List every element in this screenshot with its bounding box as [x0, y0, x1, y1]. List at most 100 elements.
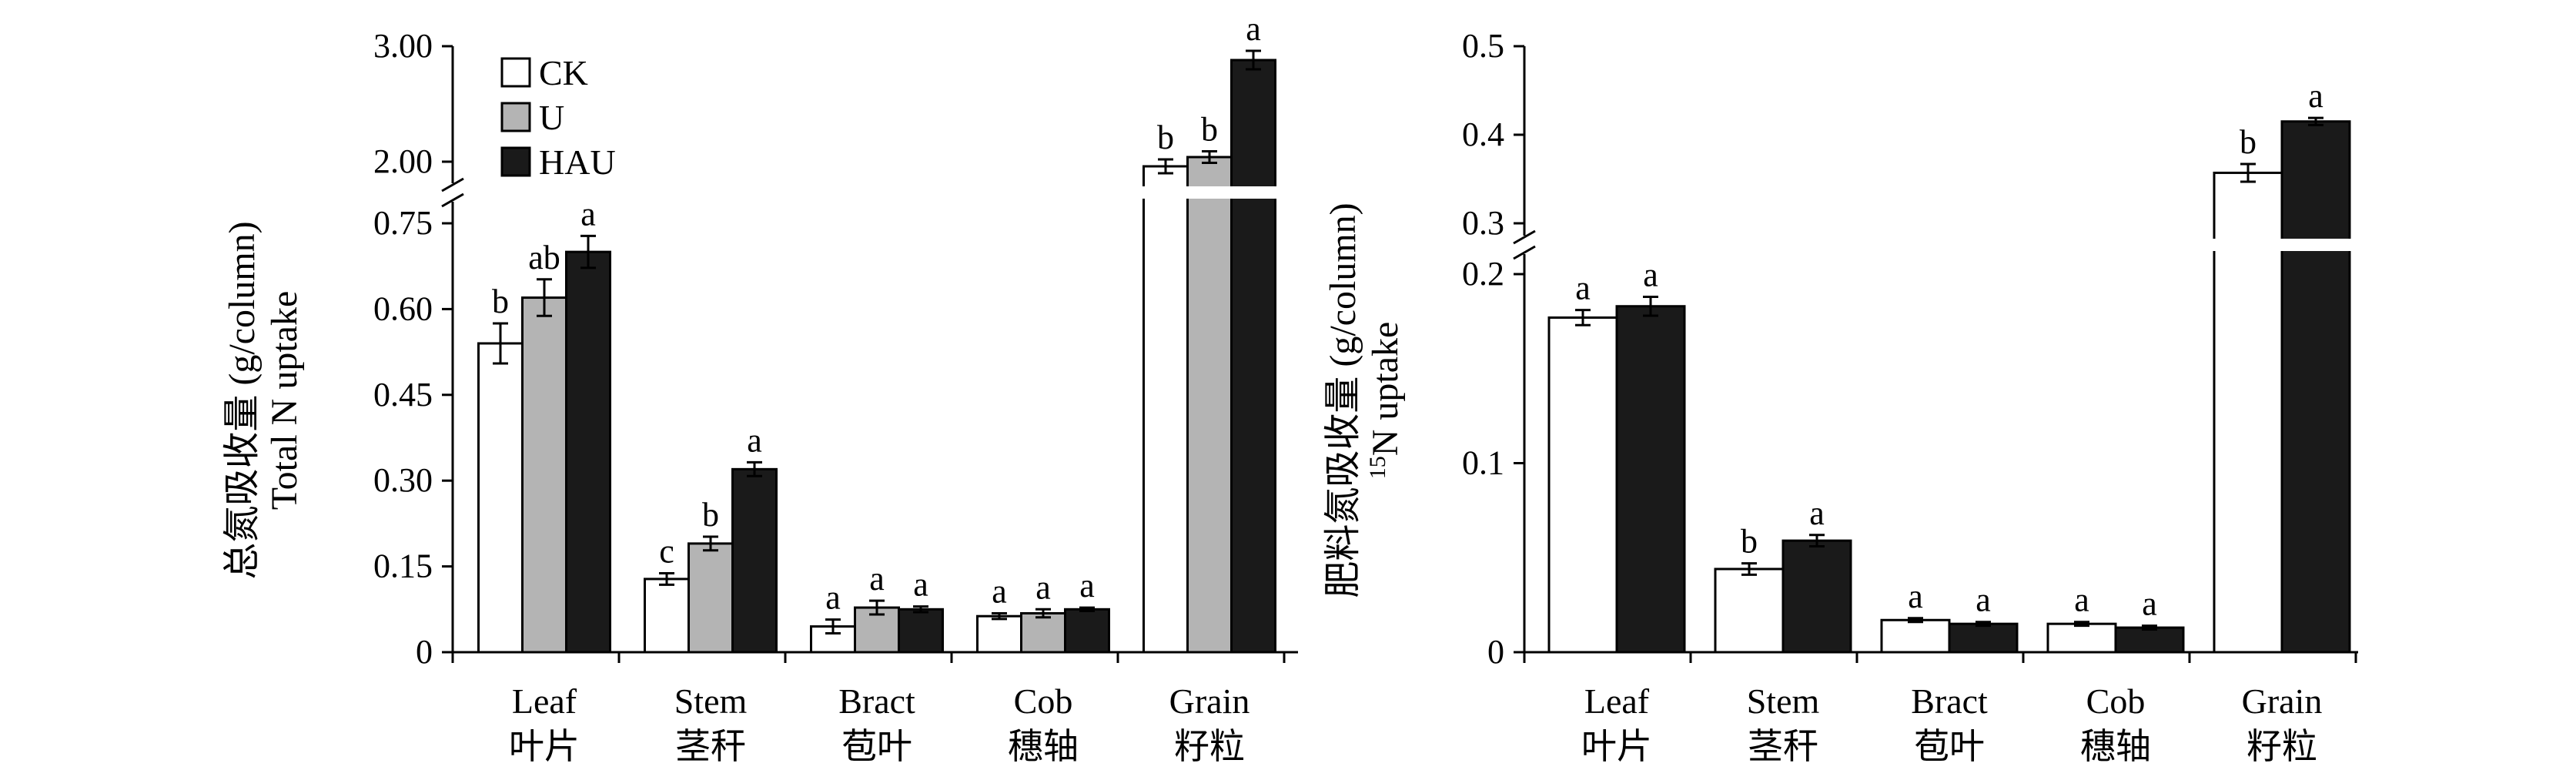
- bar-u: [1186, 156, 1233, 654]
- significance-letter: a: [1575, 270, 1591, 307]
- legend-swatch: [500, 57, 531, 88]
- y-tick-label: 0.3: [1462, 204, 1504, 242]
- bar-hau: [1615, 305, 1686, 654]
- y-tick-label: 0.30: [373, 461, 433, 499]
- bar-hau: [2114, 626, 2185, 654]
- significance-letter: a: [1246, 10, 1261, 48]
- significance-letter: b: [1201, 111, 1218, 149]
- y-tick-label: 0.2: [1462, 255, 1504, 293]
- bar-hau: [565, 250, 611, 654]
- significance-letter: c: [659, 533, 674, 571]
- significance-letter: a: [1809, 494, 1825, 532]
- y-axis-label-superscript: 15: [1365, 456, 1390, 479]
- y-axis-label-en: Total N uptake: [264, 291, 305, 511]
- significance-letter: a: [747, 421, 762, 459]
- significance-letter: a: [1079, 567, 1095, 604]
- bar-hau: [898, 608, 944, 654]
- significance-letter: a: [869, 560, 885, 598]
- significance-letter: b: [1157, 119, 1174, 156]
- significance-letter: a: [992, 572, 1007, 610]
- y-tick-label: 0: [1487, 633, 1504, 671]
- legend-label: U: [539, 98, 564, 137]
- legend-swatch: [500, 102, 531, 132]
- x-tick-label: Cob: [2086, 681, 2146, 721]
- bar-ck: [644, 578, 690, 654]
- x-tick-label: Bract: [838, 681, 915, 721]
- significance-letter: a: [825, 579, 841, 617]
- significance-letter: a: [2308, 77, 2323, 115]
- y-tick-label: 0.1: [1462, 444, 1504, 482]
- x-tick-label-cn: 苞叶: [841, 727, 912, 766]
- bar-break-gap: [1140, 186, 1279, 199]
- y-axis-label: 肥料氮吸收量 (g/column): [1323, 203, 1363, 598]
- y-tick-label: 0: [416, 633, 433, 671]
- bar-hau: [1948, 622, 2019, 654]
- significance-letter: b: [2240, 123, 2257, 161]
- x-tick-label-cn: 穗轴: [1008, 727, 1079, 766]
- y-tick-label: 3.00: [373, 27, 433, 65]
- y-tick-label: 0.15: [373, 547, 433, 585]
- x-tick-label-cn: 茎秆: [1748, 727, 1818, 766]
- x-tick-label-cn: 苞叶: [1914, 727, 1985, 766]
- y-tick-label: 2.00: [373, 142, 433, 180]
- bar-ck: [1142, 165, 1189, 654]
- axis-break-mark: [441, 177, 464, 208]
- x-tick-label-cn: 籽粒: [1174, 727, 1245, 766]
- significance-letter: a: [1908, 578, 1923, 615]
- significance-letter: b: [702, 496, 719, 534]
- bar-u: [2046, 622, 2117, 654]
- chart-15n-uptake: 0 0.1 0.2 0.3 0.4 0.5 Leaf 叶片 Stem 茎秆 Bract 苞叶 Cob 穗轴…: [1323, 27, 2358, 766]
- bar-ck: [976, 614, 1022, 654]
- y-tick-label: 0.45: [373, 376, 433, 413]
- y-axis-label: 总氮吸收量 (g/column): [222, 221, 263, 579]
- bar-u: [1714, 567, 1785, 654]
- y-tick-label: 0.75: [373, 204, 433, 242]
- significance-letter: ab: [528, 239, 560, 276]
- legend-label: CK: [539, 53, 588, 92]
- significance-letter: a: [1643, 256, 1658, 293]
- significance-letter: a: [580, 195, 596, 233]
- bar-hau: [1064, 608, 1110, 654]
- bar-hau: [731, 467, 778, 654]
- axis-break-mark: [1513, 229, 1536, 260]
- y-axis-label-rest: N uptake: [1365, 322, 1406, 457]
- y-tick-label: 0.5: [1462, 27, 1504, 65]
- bar-u: [1880, 618, 1951, 654]
- x-tick-label-cn: 籽粒: [2246, 727, 2317, 766]
- bar-hau: [1781, 539, 1852, 654]
- legend-swatch: [500, 146, 531, 177]
- x-tick-label: Cob: [1014, 681, 1073, 721]
- bar-ck: [477, 342, 524, 654]
- significance-letter: b: [492, 283, 509, 320]
- x-tick-label: Stem: [674, 681, 748, 721]
- legend-label: HAU: [539, 142, 616, 182]
- x-tick-label: Grain: [1169, 681, 1250, 721]
- bar-hau: [1230, 59, 1276, 654]
- x-tick-label: Leaf: [512, 681, 577, 721]
- significance-letter: a: [913, 566, 928, 604]
- x-tick-label-cn: 穗轴: [2080, 727, 2151, 766]
- significance-letter: b: [1741, 523, 1758, 561]
- significance-letter: a: [1975, 581, 1991, 619]
- y-axis-label-en: 15N uptake: [1365, 322, 1406, 480]
- bar-u: [1020, 611, 1066, 654]
- chart-total-n-uptake: 0 0.15 0.30 0.45 0.60 0.75 2.00 3.00 Leaf 叶片 Stem 茎…: [222, 10, 1298, 766]
- x-tick-label: Grain: [2242, 681, 2323, 721]
- bar-u: [687, 542, 734, 654]
- bar-u: [521, 296, 567, 654]
- bar-u: [1547, 316, 1618, 654]
- bar-u: [2213, 171, 2283, 654]
- significance-letter: a: [2074, 581, 2089, 619]
- y-tick-label: 0.4: [1462, 116, 1504, 153]
- x-tick-label: Leaf: [1584, 681, 1650, 721]
- x-tick-label: Bract: [1911, 681, 1988, 721]
- significance-letter: a: [2142, 585, 2157, 623]
- bar-break-gap: [2211, 239, 2353, 251]
- x-tick-label-cn: 叶片: [1581, 727, 1652, 766]
- y-tick-label: 0.60: [373, 290, 433, 327]
- x-tick-label-cn: 叶片: [509, 727, 580, 766]
- significance-letter: a: [1035, 568, 1051, 606]
- bar-hau: [2280, 120, 2351, 654]
- x-tick-label: Stem: [1747, 681, 1820, 721]
